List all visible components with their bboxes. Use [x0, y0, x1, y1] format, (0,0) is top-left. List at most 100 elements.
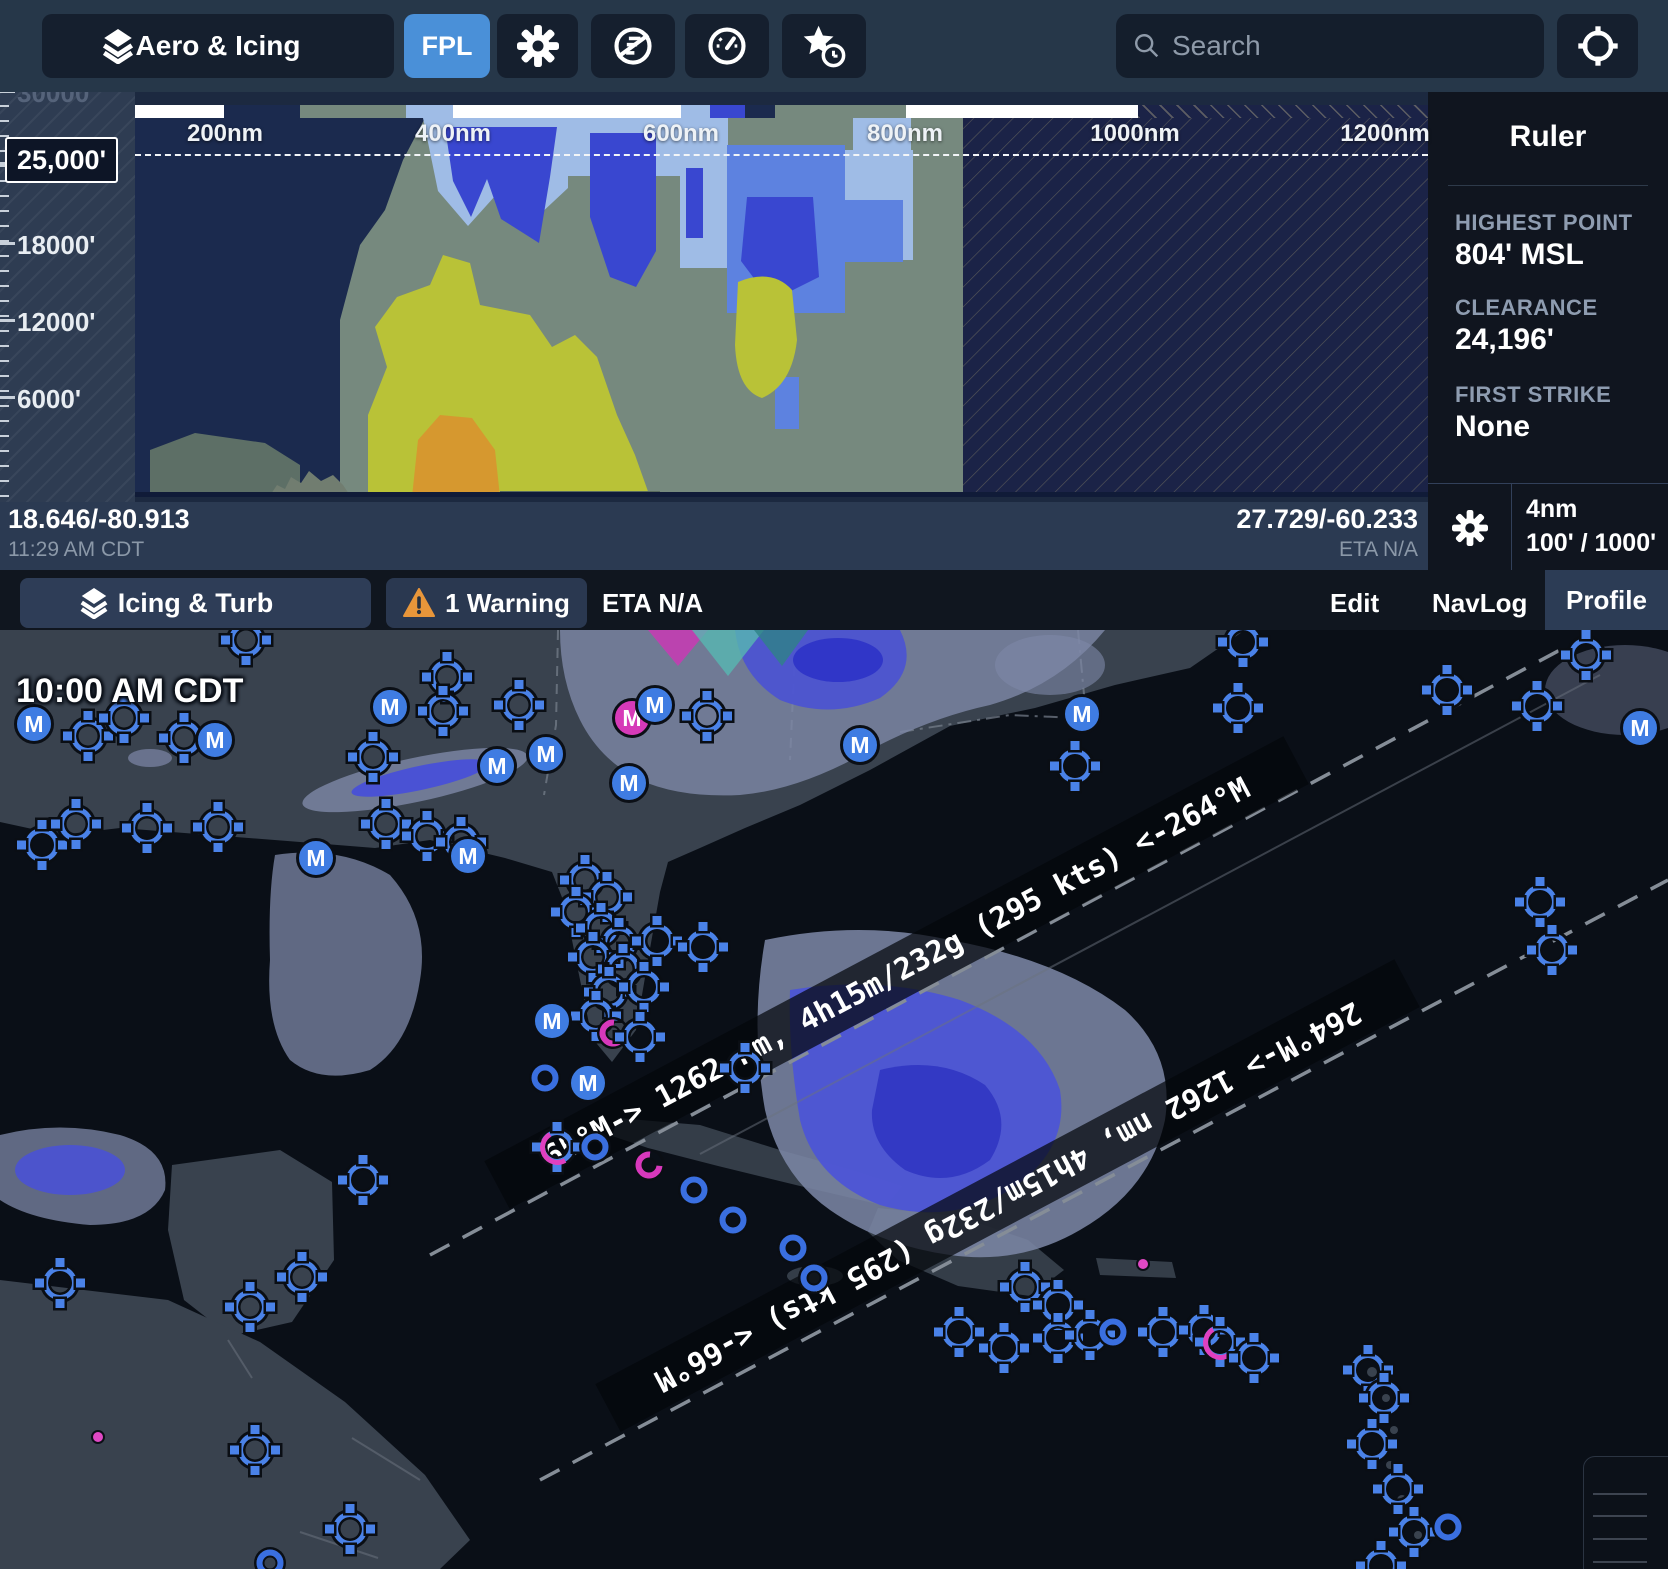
waypoint-marker[interactable]	[122, 803, 172, 853]
altitude-tick-label: 6000'	[17, 384, 82, 414]
waypoint-marker[interactable]	[277, 1252, 327, 1302]
waypoint-marker[interactable]	[230, 1425, 280, 1475]
waypoint-marker[interactable]	[619, 962, 669, 1012]
waypoint-marker[interactable]	[1213, 683, 1263, 733]
own-location-button[interactable]	[1557, 14, 1638, 78]
settings-button[interactable]	[497, 14, 578, 78]
waypoint-marker-magenta[interactable]	[1195, 1317, 1245, 1367]
waypoint-marker[interactable]	[418, 686, 468, 736]
fix-marker[interactable]	[256, 1549, 284, 1569]
flight-plan-button[interactable]: FPL	[404, 14, 490, 78]
metar-marker[interactable]: M	[296, 838, 336, 878]
waypoint-marker[interactable]	[17, 820, 67, 870]
ruler-range-value: 4nm	[1526, 495, 1578, 523]
waypoint-marker[interactable]	[225, 1282, 275, 1332]
waypoint-marker[interactable]	[1359, 1373, 1409, 1423]
profile-tab-selected[interactable]: Profile	[1545, 570, 1668, 630]
waypoint-marker[interactable]	[1050, 741, 1100, 791]
waypoint-marker[interactable]	[494, 680, 544, 730]
fix-marker[interactable]	[800, 1264, 828, 1292]
ruler-settings-row: 4nm 100' / 1000'	[1428, 483, 1668, 571]
waypoint-marker[interactable]	[338, 1155, 388, 1205]
metar-marker[interactable]: M	[840, 725, 880, 765]
waypoint-marker[interactable]	[1561, 630, 1611, 680]
highest-point-label: HIGHEST POINT	[1455, 210, 1633, 235]
route-line	[429, 648, 1668, 1482]
waypoint-marker[interactable]	[1138, 1307, 1188, 1357]
fix-marker[interactable]	[1099, 1318, 1127, 1346]
layers-icon	[102, 29, 134, 64]
waypoint-marker[interactable]	[361, 799, 411, 849]
altitude-ticks	[0, 105, 9, 497]
waypoint-marker[interactable]	[934, 1307, 984, 1357]
waypoint-marker[interactable]	[682, 691, 732, 741]
waypoint-marker[interactable]	[1527, 925, 1577, 975]
metar-marker[interactable]: M	[14, 704, 54, 744]
metar-marker[interactable]: M	[1062, 694, 1102, 734]
metar-marker[interactable]: M	[526, 734, 566, 774]
waypoint-marker[interactable]	[571, 991, 621, 1041]
warning-button[interactable]: 1 Warning	[386, 578, 587, 628]
waypoint-marker[interactable]	[1422, 665, 1472, 715]
waypoint-marker[interactable]	[402, 811, 452, 861]
waypoint-marker[interactable]	[615, 1012, 665, 1062]
fix-marker[interactable]	[531, 1064, 559, 1092]
waypoint-marker[interactable]	[1000, 1262, 1050, 1312]
selected-altitude-badge[interactable]: 25,000'	[5, 137, 118, 183]
sigmet-triangle-dark-teal	[754, 630, 808, 666]
metar-marker[interactable]: M	[195, 720, 235, 760]
ruler-settings-values[interactable]: 4nm 100' / 1000'	[1511, 484, 1668, 571]
altitude-axis[interactable]: 25,000' 300002400018000'12000'6000'	[0, 78, 135, 502]
station-dot-magenta[interactable]	[91, 1430, 105, 1444]
waypoint-marker[interactable]	[1347, 1419, 1397, 1469]
waypoint-marker[interactable]	[348, 732, 398, 782]
layers-button-label: Aero & Icing	[135, 30, 301, 61]
metar-marker[interactable]: M	[568, 1063, 608, 1103]
favorites-recents-button[interactable]	[782, 14, 866, 78]
instruments-button[interactable]	[685, 14, 769, 78]
waypoint-marker[interactable]	[1373, 1464, 1423, 1514]
imagery-button[interactable]	[591, 14, 675, 78]
metar-marker[interactable]: M	[532, 1001, 572, 1041]
ruler-panel-title: Ruler	[1509, 120, 1587, 153]
metar-marker[interactable]: M	[609, 763, 649, 803]
waypoint-marker[interactable]	[193, 802, 243, 852]
waypoint-marker[interactable]	[1218, 617, 1268, 667]
navlog-tab[interactable]: NavLog	[1432, 587, 1528, 618]
fix-marker[interactable]	[779, 1234, 807, 1262]
fix-marker[interactable]	[719, 1206, 747, 1234]
profile-layers-button[interactable]: Icing & Turb	[20, 578, 371, 628]
map-layers-button[interactable]: Aero & Icing	[42, 14, 394, 78]
metar-marker[interactable]: M	[370, 687, 410, 727]
map-scale-widget[interactable]	[1583, 1456, 1668, 1569]
waypoint-marker[interactable]	[99, 693, 149, 743]
metar-marker[interactable]: M	[448, 836, 488, 876]
edit-tab[interactable]: Edit	[1330, 587, 1380, 618]
metar-marker[interactable]: M	[1620, 708, 1660, 748]
metar-marker[interactable]: M	[477, 746, 517, 786]
waypoint-marker[interactable]	[35, 1258, 85, 1308]
waypoint-marker[interactable]	[678, 922, 728, 972]
waypoint-marker[interactable]	[1356, 1541, 1406, 1569]
station-dot-magenta[interactable]	[1136, 1257, 1150, 1271]
waypoint-marker[interactable]	[1515, 877, 1565, 927]
profile-plot[interactable]	[135, 105, 1428, 497]
metar-marker[interactable]: M	[635, 685, 675, 725]
fix-marker[interactable]	[581, 1133, 609, 1161]
waypoint-marker-magenta[interactable]	[532, 1122, 582, 1172]
waypoint-marker[interactable]	[979, 1323, 1029, 1373]
waypoint-marker[interactable]	[720, 1043, 770, 1093]
waypoint-marker[interactable]	[51, 799, 101, 849]
waypoint-marker[interactable]	[1512, 681, 1562, 731]
top-toolbar: Aero & Icing FPL	[0, 0, 1668, 92]
fix-marker[interactable]	[1434, 1513, 1462, 1541]
waypoint-marker[interactable]	[63, 711, 113, 761]
ruler-settings-button[interactable]	[1428, 484, 1511, 571]
search-input[interactable]: Search	[1116, 14, 1544, 78]
waypoint-marker[interactable]	[325, 1504, 375, 1554]
fix-marker[interactable]	[680, 1176, 708, 1204]
waypoint-marker[interactable]	[632, 916, 682, 966]
waypoint-marker[interactable]	[1229, 1333, 1279, 1383]
waypoint-marker[interactable]	[1389, 1507, 1439, 1557]
